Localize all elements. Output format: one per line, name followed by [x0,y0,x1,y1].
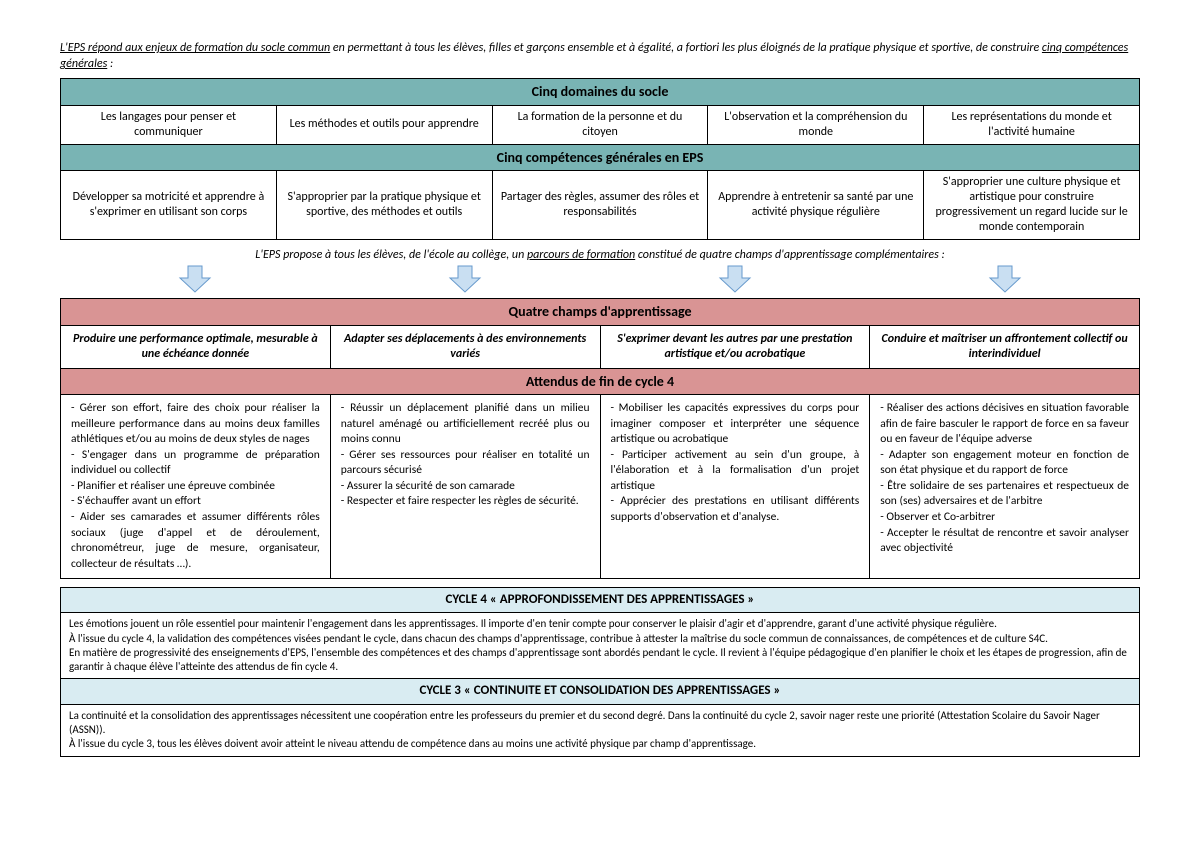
champs-cell: S'exprimer devant les autres par une pre… [600,325,870,368]
socle-cell: La formation de la personne et du citoye… [492,105,708,144]
socle-cell: L'observation et la compréhension du mon… [708,105,924,144]
socle-cell: Les représentations du monde et l'activi… [924,105,1140,144]
down-arrow-icon [718,264,752,294]
attendus-cell: - Réaliser des actions décisives en situ… [870,395,1140,579]
cycle4-title: CYCLE 4 « APPROFONDISSEMENT DES APPRENTI… [61,588,1140,613]
attendus-cell: - Gérer son effort, faire des choix pour… [61,395,331,579]
socle-row: Les langages pour penser et communiquer … [61,105,1140,144]
champs-cell: Adapter ses déplacements à des environne… [330,325,600,368]
attendus-cell: - Réussir un déplacement planifié dans u… [330,395,600,579]
champs-cell: Produire une performance optimale, mesur… [61,325,331,368]
champs-title: Quatre champs d'apprentissage [61,299,1140,326]
mid-underlined: parcours de formation [527,248,635,262]
intro-lead-underlined: L'EPS répond aux enjeux de formation du … [60,41,330,55]
champs-attendus-table: Quatre champs d'apprentissage Produire u… [60,298,1140,579]
competences-cell: Développer sa motricité et apprendre à s… [61,171,277,240]
mid-sentence: L'EPS propose à tous les élèves, de l'éc… [60,248,1140,262]
down-arrow-icon [988,264,1022,294]
down-arrow-icon [448,264,482,294]
cycle3-body: La continuité et la consolidation des ap… [61,704,1140,756]
mid-before: L'EPS propose à tous les élèves, de l'éc… [255,248,527,262]
socle-cell: Les méthodes et outils pour apprendre [276,105,492,144]
mid-after: constitué de quatre champs d'apprentissa… [635,248,945,262]
arrow-row [60,264,1140,294]
competences-cell: Apprendre à entretenir sa santé par une … [708,171,924,240]
competences-cell: S'approprier une culture physique et art… [924,171,1140,240]
champs-cell: Conduire et maîtriser un affrontement co… [870,325,1140,368]
competences-row: Développer sa motricité et apprendre à s… [61,171,1140,240]
attendus-title: Attendus de fin de cycle 4 [61,368,1140,395]
attendus-cell: - Mobiliser les capacités expressives du… [600,395,870,579]
attendus-row: - Gérer son effort, faire des choix pour… [61,395,1140,579]
competences-cell: Partager des règles, assumer des rôles e… [492,171,708,240]
cycle4-body: Les émotions jouent un rôle essentiel po… [61,613,1140,679]
socle-cell: Les langages pour penser et communiquer [61,105,277,144]
down-arrow-icon [178,264,212,294]
champs-row: Produire une performance optimale, mesur… [61,325,1140,368]
socle-competences-table: Cinq domaines du socle Les langages pour… [60,78,1140,240]
competences-cell: S'approprier par la pratique physique et… [276,171,492,240]
intro-tail-rest: : [107,57,113,71]
intro-lead-rest: en permettant à tous les élèves, filles … [330,41,1042,55]
competences-title: Cinq compétences générales en EPS [61,144,1140,171]
socle-title: Cinq domaines du socle [61,79,1140,106]
intro-paragraph: L'EPS répond aux enjeux de formation du … [60,40,1140,72]
cycle4-table: CYCLE 4 « APPROFONDISSEMENT DES APPRENTI… [60,587,1140,757]
cycle3-title: CYCLE 3 « CONTINUITE ET CONSOLIDATION DE… [61,679,1140,704]
